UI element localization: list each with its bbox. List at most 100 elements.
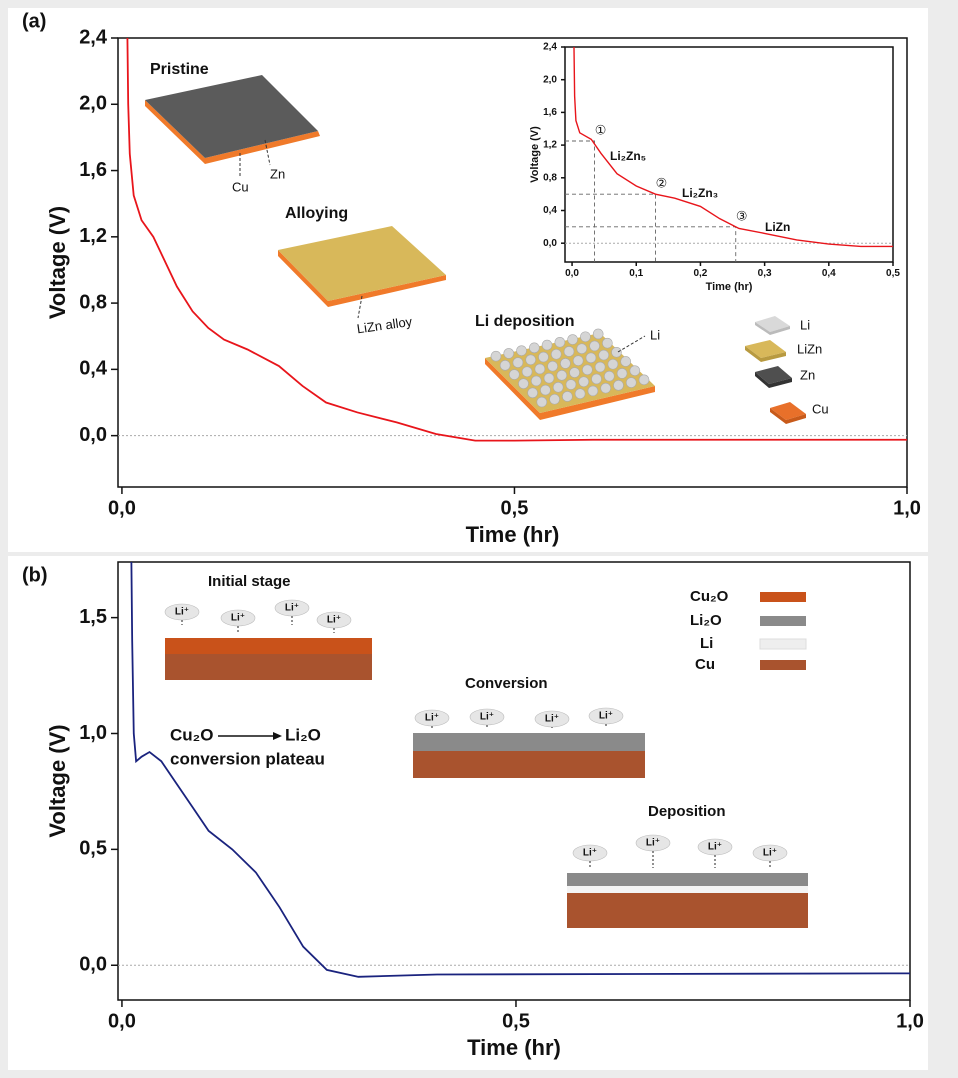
pointer [617, 335, 646, 353]
annotation: Li₂O [285, 725, 321, 744]
voltage-curve [573, 46, 893, 248]
voltage-curve [130, 561, 911, 978]
ion-label: Li⁺ [175, 607, 189, 618]
y-tick-label: 2,0 [79, 93, 107, 115]
li-sphere [503, 348, 515, 359]
li-sphere [604, 370, 615, 382]
voltage-curve [126, 37, 907, 442]
li-sphere [541, 339, 553, 351]
li-sphere [582, 364, 593, 376]
li-sphere [554, 337, 566, 348]
li-sphere [567, 334, 578, 345]
li-sphere [565, 379, 577, 390]
marker-label: ① [595, 122, 607, 137]
li-sphere [569, 367, 580, 378]
legend-swatch [759, 638, 807, 650]
li-sphere [552, 382, 564, 393]
annotation: Pristine [150, 61, 209, 78]
x-tick-label: 0,5 [886, 268, 900, 279]
y-tick-label: 0,0 [79, 954, 107, 976]
y-axis-title: Voltage (V) [45, 724, 70, 837]
li-sphere [538, 351, 549, 363]
li-sphere [547, 360, 558, 372]
li-deposition-plate [485, 328, 655, 420]
li-sphere [530, 375, 542, 387]
li-sphere [589, 340, 600, 352]
x-tick-label: 1,0 [893, 497, 921, 519]
initial-stage-slab [165, 638, 372, 680]
annotation: Li deposition [475, 313, 575, 330]
li-sphere [580, 331, 591, 343]
x-tick-label: 0,5 [502, 1010, 530, 1032]
y-axis-title: Voltage (V) [529, 126, 541, 183]
legend-swatch [760, 660, 806, 670]
x-tick-label: 0,4 [822, 268, 836, 279]
ion-label: Li⁺ [646, 838, 660, 849]
x-axis-title: Time (hr) [706, 281, 753, 293]
legend-label: Cu [695, 656, 715, 673]
li-sphere [629, 365, 641, 376]
y-tick-label: 2,4 [543, 42, 557, 53]
guide-line [565, 140, 595, 262]
li-sphere [578, 376, 590, 388]
legend-label: Li [800, 317, 810, 332]
y-tick-label: 1,6 [79, 159, 107, 181]
arrow-head [273, 732, 282, 740]
legend-label: LiZn [797, 341, 822, 356]
marker-label: ② [656, 176, 668, 191]
li-sphere [549, 393, 560, 405]
panel-a-bg [8, 8, 928, 552]
ion-label: Li⁺ [763, 848, 777, 859]
y-tick-label: 0,8 [543, 172, 557, 183]
x-tick-label: 1,0 [896, 1010, 924, 1032]
li-sphere [560, 358, 571, 369]
x-tick-label: 0,2 [693, 268, 707, 279]
legend-label: Li₂O [690, 612, 722, 629]
ion-label: Li⁺ [708, 842, 722, 853]
li-sphere [613, 380, 624, 391]
annotation: Deposition [648, 803, 726, 820]
y-tick-label: 1,6 [543, 107, 557, 118]
li-sphere [602, 337, 613, 349]
li-sphere [594, 361, 606, 373]
li-sphere [572, 355, 584, 366]
li-sphere [512, 357, 524, 368]
li-sphere [591, 373, 602, 385]
y-tick-label: 0,4 [79, 358, 108, 380]
li-sphere [527, 387, 538, 399]
li-sphere [592, 328, 604, 340]
legend-swatch [760, 616, 806, 626]
x-tick-label: 0,5 [501, 497, 529, 519]
x-tick-label: 0,0 [565, 268, 579, 279]
li-sphere [556, 370, 568, 381]
panel-label: (b) [22, 564, 48, 586]
li-sphere [585, 352, 597, 364]
ion-label: Li⁺ [599, 711, 613, 722]
y-tick-label: 0,0 [79, 424, 107, 446]
ion-label: Li⁺ [480, 712, 494, 723]
legend-label: Li [700, 635, 713, 652]
li-sphere [550, 348, 562, 360]
annotation: Alloying [285, 205, 348, 222]
li-sphere [534, 363, 546, 375]
ion-label: Li⁺ [545, 714, 559, 725]
li-sphere [536, 396, 548, 408]
li-sphere [563, 346, 575, 357]
x-tick-label: 0,0 [108, 1010, 136, 1032]
y-tick-label: 0,4 [543, 205, 557, 216]
annotation: Li [650, 327, 660, 342]
plot-frame [117, 37, 908, 488]
y-tick-label: 1,0 [79, 722, 107, 744]
pristine-plate [145, 75, 320, 178]
phase-label: LiZn [765, 220, 790, 234]
y-axis-title: Voltage (V) [45, 206, 70, 319]
legend-label: Zn [800, 367, 815, 382]
x-tick-label: 0,1 [629, 268, 643, 279]
ion-label: Li⁺ [327, 615, 341, 626]
x-tick-label: 0,0 [108, 497, 136, 519]
li-sphere [616, 368, 628, 379]
annotation: Initial stage [208, 573, 291, 590]
li-sphere [499, 360, 511, 371]
li-sphere [562, 391, 573, 402]
